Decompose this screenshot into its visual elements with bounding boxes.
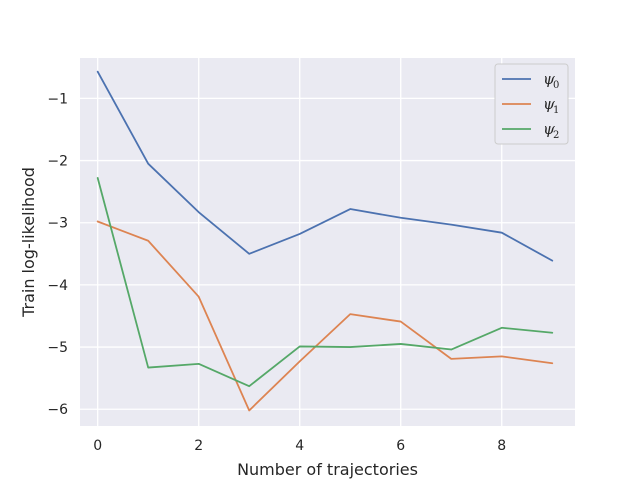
y-tick-label: −2 [47,154,68,170]
series-line-psi-2 [96,177,554,388]
legend-label: ψ [543,120,555,138]
series-layer [96,70,554,412]
legend-label-subscript: 2 [553,130,559,141]
x-axis-title: Number of trajectories [237,460,418,479]
x-tick-label: 0 [93,438,102,454]
x-tick-labels: 0 2 4 6 8 [93,438,506,454]
x-tick-label: 4 [295,438,304,454]
legend-label: ψ [543,70,555,88]
x-tick-label: 6 [396,438,405,454]
legend-label-subscript: 0 [553,80,559,91]
y-tick-label: −6 [47,402,68,418]
y-axis-title: Train log-likelihood [19,167,38,318]
legend-label: ψ [543,95,555,113]
y-tick-label: −4 [47,278,68,294]
legend-frame [494,63,569,145]
series-line-psi-1 [96,220,554,412]
y-tick-labels: −1 −2 −3 −4 −5 −6 [47,91,68,418]
y-tick-label: −1 [47,91,68,107]
y-tick-label: −3 [47,216,68,232]
x-tick-label: 8 [497,438,506,454]
legend-entry-psi-2: ψ2 [502,120,559,141]
series-line-psi-0 [96,70,554,262]
legend-label-subscript: 1 [553,105,559,116]
legend-entry-psi-1: ψ1 [502,95,559,116]
plot-area [80,58,575,426]
y-tick-label: −5 [47,340,68,356]
legend-entry-psi-0: ψ0 [502,70,559,91]
x-tick-label: 2 [194,438,203,454]
